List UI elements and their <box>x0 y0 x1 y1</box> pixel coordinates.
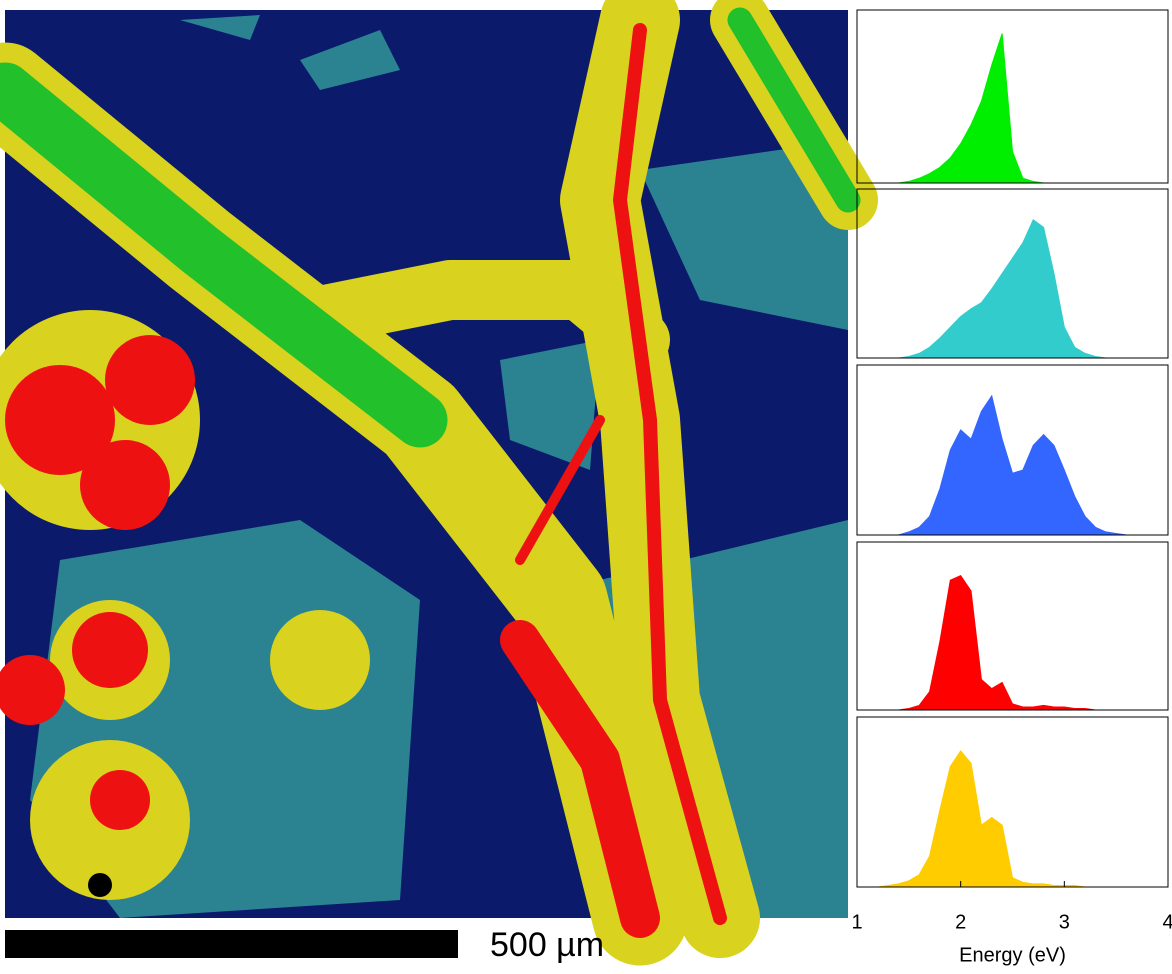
x-tick-label: 3 <box>1059 911 1070 933</box>
x-tick-label: 1 <box>851 911 862 933</box>
x-tick-label: 4 <box>1162 911 1172 933</box>
spectrum-area <box>878 576 1127 710</box>
micrograph <box>0 10 848 918</box>
x-tick-label: 2 <box>955 911 966 933</box>
spectrum-area <box>878 220 1127 358</box>
scale-bar-label: 500 µm <box>490 926 604 964</box>
scale-bar <box>5 930 458 958</box>
spectrum-area <box>878 34 1127 183</box>
panel-frame <box>857 717 1168 887</box>
panel-frame <box>857 542 1168 710</box>
spectrum-area <box>878 751 1127 887</box>
figure: 500 µm 1 2 3 4 Energy (eV) <box>0 0 1172 969</box>
x-axis-label: Energy (eV) <box>959 944 1066 966</box>
spectrum-area <box>878 396 1127 535</box>
